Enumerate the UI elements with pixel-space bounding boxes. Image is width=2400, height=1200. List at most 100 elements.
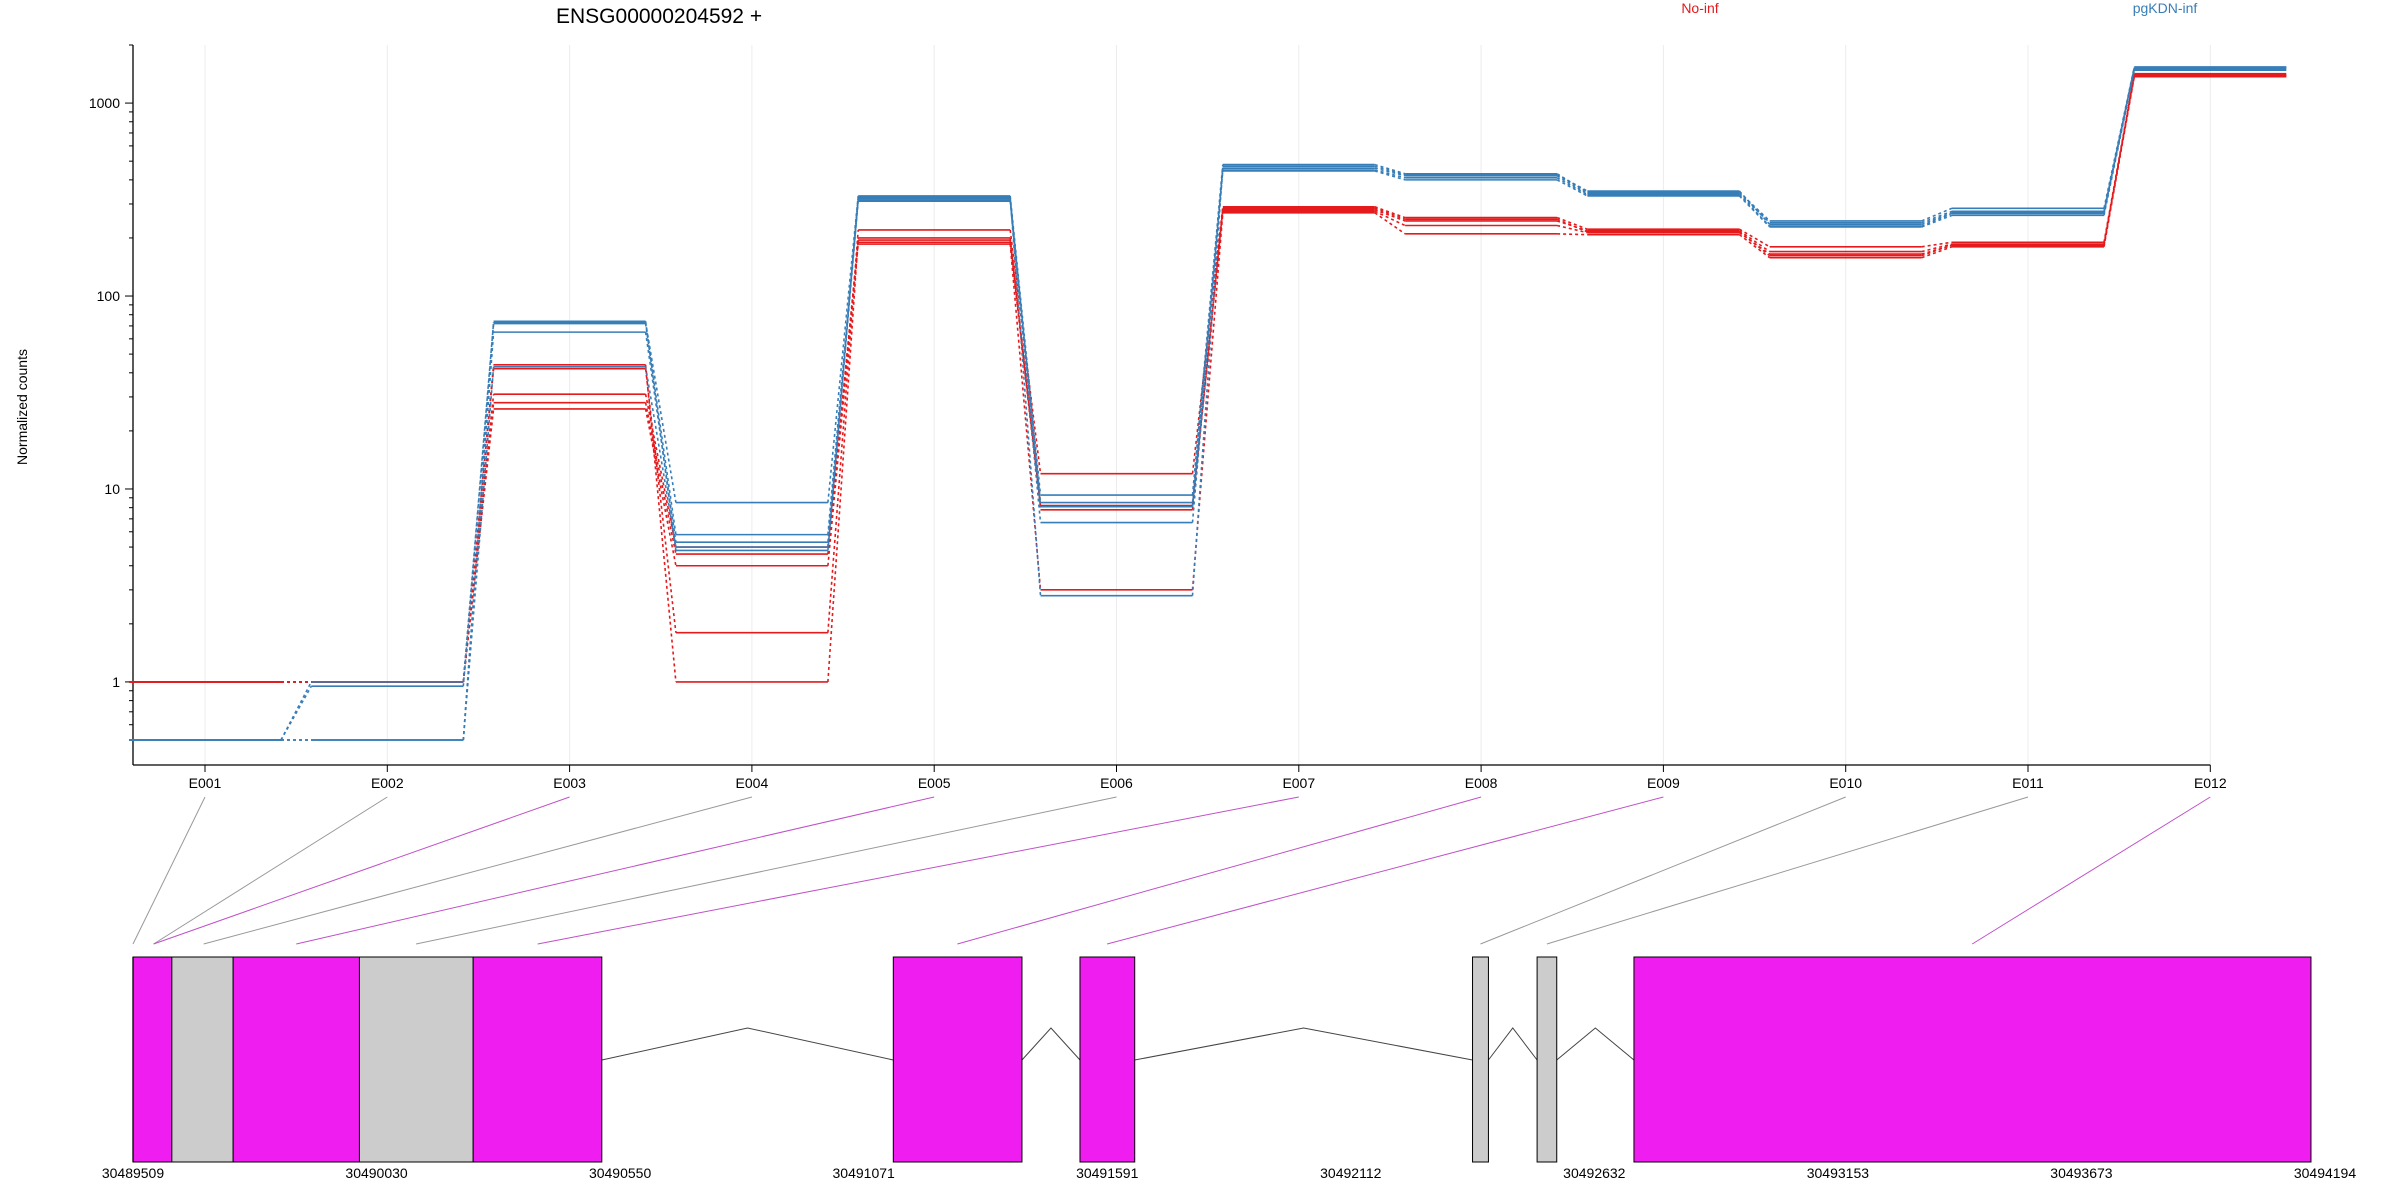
series-pgkdn-inf-sample-5-connector <box>1009 197 1042 596</box>
series-pgkdn-inf-sample-2-connector <box>1374 167 1406 177</box>
exon-counted <box>1633 956 2312 1163</box>
bin-link-e004 <box>203 796 753 945</box>
coordinate-label: 30494194 <box>2294 1165 2357 1181</box>
series-pgkdn-inf-sample-2-connector <box>280 685 312 741</box>
series-pgkdn-inf-sample-1-connector <box>644 322 677 503</box>
y-tick-label: 1 <box>112 674 120 690</box>
series-pgkdn-inf-sample-1-connector <box>1921 207 1953 222</box>
series-pgkdn-inf-sample-4-connector <box>644 321 677 551</box>
series-pgkdn-inf-sample-5-connector <box>827 197 859 548</box>
series-no-inf-sample-4-connector <box>462 408 495 683</box>
series-pgkdn-inf-sample-4-connector <box>1374 170 1406 181</box>
series-pgkdn-inf-sample-4-connector <box>827 201 859 551</box>
coordinate-label: 30492112 <box>1320 1165 1381 1181</box>
series-no-inf-sample-4-connector <box>827 243 859 566</box>
series-no-inf-sample-2-connector <box>1738 230 1771 253</box>
series-pgkdn-inf-sample-2-connector <box>462 323 495 687</box>
series-no-inf-sample-5-connector <box>462 364 495 682</box>
series-no-inf-sample-5-connector <box>1556 218 1588 233</box>
series-pgkdn-inf-sample-4-connector <box>1191 170 1224 507</box>
exon-counted <box>132 956 173 1163</box>
x-tick-label-e011: E011 <box>2012 775 2044 791</box>
series-no-inf-sample-2-connector <box>1556 220 1588 232</box>
coordinate-label: 30491591 <box>1076 1165 1139 1181</box>
exon-other <box>1472 956 1489 1163</box>
exon-other <box>1536 956 1558 1163</box>
intron-line <box>1021 1027 1081 1061</box>
series-pgkdn-inf-sample-2-connector <box>1921 210 1953 224</box>
x-tick-label-e010: E010 <box>1829 775 1862 791</box>
bin-link-e011 <box>1546 796 2029 945</box>
intron-line <box>1134 1027 1473 1061</box>
bin-link-e012 <box>1971 796 2211 945</box>
intron-line <box>1556 1027 1635 1061</box>
bin-link-e003 <box>153 796 570 945</box>
series-no-inf-sample-1-connector <box>1921 241 1953 248</box>
coordinate-label: 30490030 <box>345 1165 408 1181</box>
legend-pgkdn-inf: pgKDN-inf <box>2133 0 2198 16</box>
bin-link-e001 <box>132 796 206 945</box>
series-pgkdn-inf-sample-2-connector <box>1738 192 1771 224</box>
series-no-inf-sample-4-connector <box>1738 234 1771 259</box>
series-no-inf-sample-4-connector <box>644 408 677 566</box>
series-no-inf-sample-3-connector <box>1556 224 1588 234</box>
intron-line <box>1488 1027 1538 1061</box>
y-tick-label: 100 <box>97 288 121 304</box>
coordinate-label: 30492632 <box>1563 1165 1626 1181</box>
series-pgkdn-inf-sample-1-connector <box>2103 66 2136 209</box>
legend-no-inf: No-inf <box>1681 0 1718 16</box>
y-axis-label: Normalized counts <box>14 349 30 465</box>
series-pgkdn-inf-sample-5-connector <box>1556 174 1588 192</box>
x-tick-label-e001: E001 <box>189 775 222 791</box>
series-pgkdn-inf-sample-5-connector <box>2103 67 2136 213</box>
exon-counted <box>232 956 360 1163</box>
series-pgkdn-inf-sample-4-connector <box>1556 179 1588 197</box>
bin-link-e002 <box>153 796 388 945</box>
x-tick-label-e002: E002 <box>371 775 404 791</box>
bin-link-e009 <box>1106 796 1664 945</box>
series-pgkdn-inf-sample-2-connector <box>1556 175 1588 195</box>
series-pgkdn-inf-sample-1-connector <box>280 681 313 741</box>
series-pgkdn-inf-sample-5-connector <box>644 366 677 548</box>
series-pgkdn-inf-sample-1-connector <box>1556 173 1588 193</box>
series-pgkdn-inf-sample-4-connector <box>462 321 495 741</box>
exon-other <box>171 956 234 1163</box>
x-tick-label-e008: E008 <box>1465 775 1498 791</box>
bin-link-e010 <box>1480 796 1846 945</box>
series-no-inf-sample-4-connector <box>1921 246 1953 259</box>
series-pgkdn-inf-sample-3-connector <box>1009 199 1042 523</box>
series-no-inf-sample-2-connector <box>644 394 677 548</box>
y-tick-label: 1000 <box>89 95 120 111</box>
series-no-inf-sample-2-connector <box>1921 243 1953 253</box>
x-tick-label-e006: E006 <box>1100 775 1133 791</box>
plot-area: 1 10 100 1000 E001 E002 E003 E004 E005 E006 E007 E0… <box>89 44 2287 791</box>
series-no-inf-sample-1-connector <box>1374 206 1406 219</box>
bin-link-e008 <box>957 796 1482 945</box>
series-pgkdn-inf-sample-5-connector <box>1921 212 1953 226</box>
coordinate-label: 30493153 <box>1807 1165 1870 1181</box>
bin-link-e005 <box>296 796 935 945</box>
series-pgkdn-inf-sample-2-connector <box>1191 168 1224 503</box>
series-pgkdn-inf-sample-1-connector <box>1374 163 1406 175</box>
series-pgkdn-inf-sample-3-connector <box>1556 177 1588 196</box>
series-no-inf-sample-4-connector <box>1009 243 1042 590</box>
chart-title: ENSG00000204592 + <box>556 5 762 28</box>
exon-counted <box>472 956 603 1163</box>
y-tick-label: 10 <box>104 481 120 497</box>
bin-link-e007 <box>537 796 1299 945</box>
series-pgkdn-inf-sample-5-connector <box>1374 165 1406 176</box>
exon-other <box>358 956 474 1163</box>
series-no-inf-sample-3-connector <box>644 402 677 555</box>
series-pgkdn-inf-sample-4-connector <box>1738 195 1771 228</box>
series-no-inf-sample-5-connector <box>644 364 677 682</box>
gene-model: 30489509 30490030 30490550 30491071 30491591… <box>102 796 2357 1181</box>
series-no-inf-sample-5-connector <box>1921 244 1953 257</box>
series-pgkdn-inf-sample-3-connector <box>1738 194 1771 227</box>
series-no-inf-sample-3-connector <box>1921 244 1953 255</box>
series-pgkdn-inf-sample-1-connector <box>462 322 495 682</box>
series-pgkdn-inf-sample-4-connector <box>2103 70 2136 216</box>
series-pgkdn-inf-sample-4-connector <box>1921 214 1953 228</box>
series-no-inf-sample-5-connector <box>2103 75 2136 246</box>
x-tick-label-e007: E007 <box>1282 775 1315 791</box>
